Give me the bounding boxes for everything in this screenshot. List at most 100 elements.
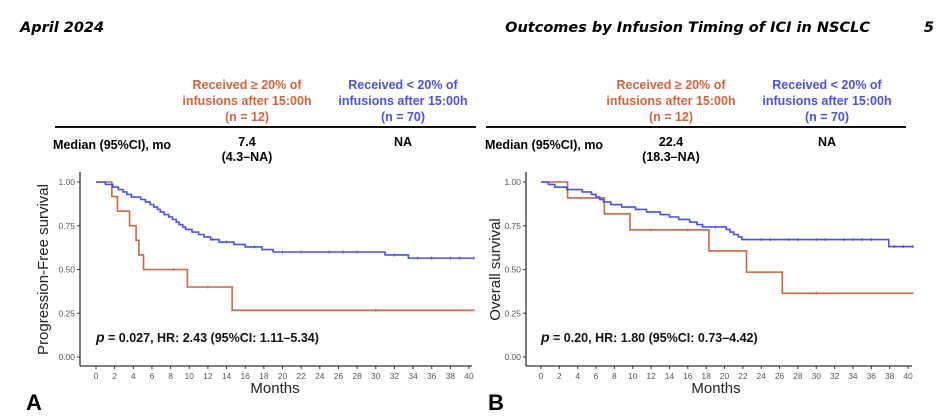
p-value-symbol: p: [540, 329, 550, 345]
x-tick-label: 26: [334, 371, 344, 381]
x-tick-label: 6: [150, 371, 155, 381]
column-header-line: Received < 20% of: [348, 78, 458, 92]
km-curve-late-group: [541, 181, 914, 295]
panel-a-pfs: Received ≥ 20% of infusions after 15:00h…: [0, 0, 478, 415]
x-tick-label: 26: [775, 371, 785, 381]
column-header-line: Received < 20% of: [772, 78, 882, 92]
running-head-title: Outcomes by Infusion Timing of ICI in NS…: [505, 20, 870, 36]
median-value-late: 7.4 (4.3–NA): [172, 135, 322, 165]
stat-annotation: p = 0.027, HR: 2.43 (95%CI: 1.11–5.34): [95, 329, 319, 345]
x-tick-label: 24: [756, 371, 766, 381]
km-curve-early-group: [96, 181, 475, 259]
x-tick-label: 6: [594, 371, 599, 381]
table-rule: [486, 126, 906, 128]
y-tick-label: 0.00: [58, 352, 75, 362]
x-tick-label: 22: [296, 371, 306, 381]
x-tick-label: 20: [720, 371, 730, 381]
x-tick-label: 40: [903, 371, 913, 381]
x-tick-label: 34: [848, 371, 858, 381]
km-curve-early-group: [541, 181, 914, 248]
x-tick-label: 36: [867, 371, 877, 381]
x-tick-label: 14: [222, 371, 232, 381]
x-tick-label: 8: [612, 371, 617, 381]
x-tick-label: 34: [408, 371, 418, 381]
x-tick-label: 0: [539, 371, 544, 381]
column-header-line: infusions after 15:00h: [182, 94, 312, 108]
x-tick-label: 12: [646, 371, 656, 381]
column-header-line: (n = 12): [648, 110, 694, 124]
median-value-early: NA: [752, 135, 902, 150]
median-value-early: NA: [328, 135, 478, 150]
x-tick-label: 22: [738, 371, 748, 381]
x-tick-label: 10: [628, 371, 638, 381]
x-tick-label: 32: [390, 371, 400, 381]
km-plot-os: 0.000.250.500.751.000 2 4 6 8 10 12 14 16 18 20 22 2…: [487, 172, 914, 395]
median-row-label: Median (95%CI), mo: [53, 138, 172, 152]
x-tick-label: 14: [665, 371, 675, 381]
panel-b-os: Received ≥ 20% of infusions after 15:00h…: [476, 0, 952, 415]
y-tick-label: 0.00: [504, 352, 521, 362]
column-header-line: Received ≥ 20% of: [192, 78, 302, 92]
x-tick-label: 38: [446, 371, 456, 381]
x-tick-label: 20: [278, 371, 288, 381]
column-header-line: (n = 70): [804, 110, 850, 124]
x-tick-label: 30: [371, 371, 381, 381]
column-header-line: (n = 70): [380, 110, 426, 124]
median-value-line: NA: [393, 135, 413, 149]
x-tick-label: 38: [885, 371, 895, 381]
y-axis-title: Overall survival: [487, 218, 504, 321]
x-tick-label: 0: [94, 371, 99, 381]
y-tick-label: 0.75: [504, 221, 521, 231]
median-value-late: 22.4 (18.3–NA): [596, 135, 746, 165]
x-tick-label: 10: [185, 371, 195, 381]
x-tick-label: 36: [427, 371, 437, 381]
x-tick-label: 24: [315, 371, 325, 381]
x-tick-label: 16: [240, 371, 250, 381]
km-curve-late-group: [96, 181, 475, 312]
x-tick-label: 2: [112, 371, 117, 381]
p-value-symbol: p: [95, 329, 105, 345]
y-axis-title: Progression-Free survival: [35, 184, 52, 355]
median-value-line: 22.4: [658, 135, 684, 149]
column-header-early-group: Received < 20% of infusions after 15:00h…: [328, 77, 478, 125]
column-header-line: infusions after 15:00h: [606, 94, 736, 108]
column-header-late-group: Received ≥ 20% of infusions after 15:00h…: [172, 77, 322, 125]
km-plot-pfs: 0.000.250.500.751.000 2 4 6 8 10 12 14 16 18 20 22 2…: [35, 172, 475, 395]
median-ci-line: (18.3–NA): [642, 150, 700, 164]
x-tick-label: 8: [168, 371, 173, 381]
x-tick-label: 40: [464, 371, 474, 381]
table-rule: [55, 126, 476, 128]
column-header-line: Received ≥ 20% of: [616, 78, 726, 92]
x-tick-label: 18: [701, 371, 711, 381]
x-tick-label: 18: [259, 371, 269, 381]
median-ci-line: (4.3–NA): [221, 150, 273, 164]
y-tick-label: 0.75: [58, 221, 75, 231]
x-tick-label: 4: [131, 371, 136, 381]
page-number: 5: [923, 20, 934, 36]
y-tick-label: 0.50: [504, 265, 521, 275]
stat-text: = 0.20, HR: 1.80 (95%CI: 0.73–4.42): [550, 331, 758, 345]
x-axis-title: Months: [250, 380, 299, 395]
x-tick-label: 12: [203, 371, 213, 381]
column-header-early-group: Received < 20% of infusions after 15:00h…: [752, 77, 902, 125]
x-tick-label: 30: [812, 371, 822, 381]
stat-annotation: p = 0.20, HR: 1.80 (95%CI: 0.73–4.42): [540, 329, 758, 345]
column-header-line: infusions after 15:00h: [338, 94, 468, 108]
column-header-line: infusions after 15:00h: [762, 94, 892, 108]
y-tick-label: 0.25: [504, 308, 521, 318]
panel-letter-a: A: [26, 390, 42, 415]
y-tick-label: 0.25: [58, 308, 75, 318]
x-axis-title: Months: [691, 380, 740, 395]
y-tick-label: 0.50: [58, 265, 75, 275]
x-tick-label: 16: [683, 371, 693, 381]
y-tick-label: 1.00: [504, 177, 521, 187]
median-row-label: Median (95%CI), mo: [485, 138, 604, 152]
median-value-line: 7.4: [238, 135, 256, 149]
y-tick-label: 1.00: [58, 177, 75, 187]
median-value-line: NA: [817, 135, 837, 149]
x-tick-label: 4: [575, 371, 580, 381]
x-tick-label: 2: [557, 371, 562, 381]
x-tick-label: 28: [352, 371, 362, 381]
x-tick-label: 28: [793, 371, 803, 381]
stat-text: = 0.027, HR: 2.43 (95%CI: 1.11–5.34): [105, 331, 319, 345]
